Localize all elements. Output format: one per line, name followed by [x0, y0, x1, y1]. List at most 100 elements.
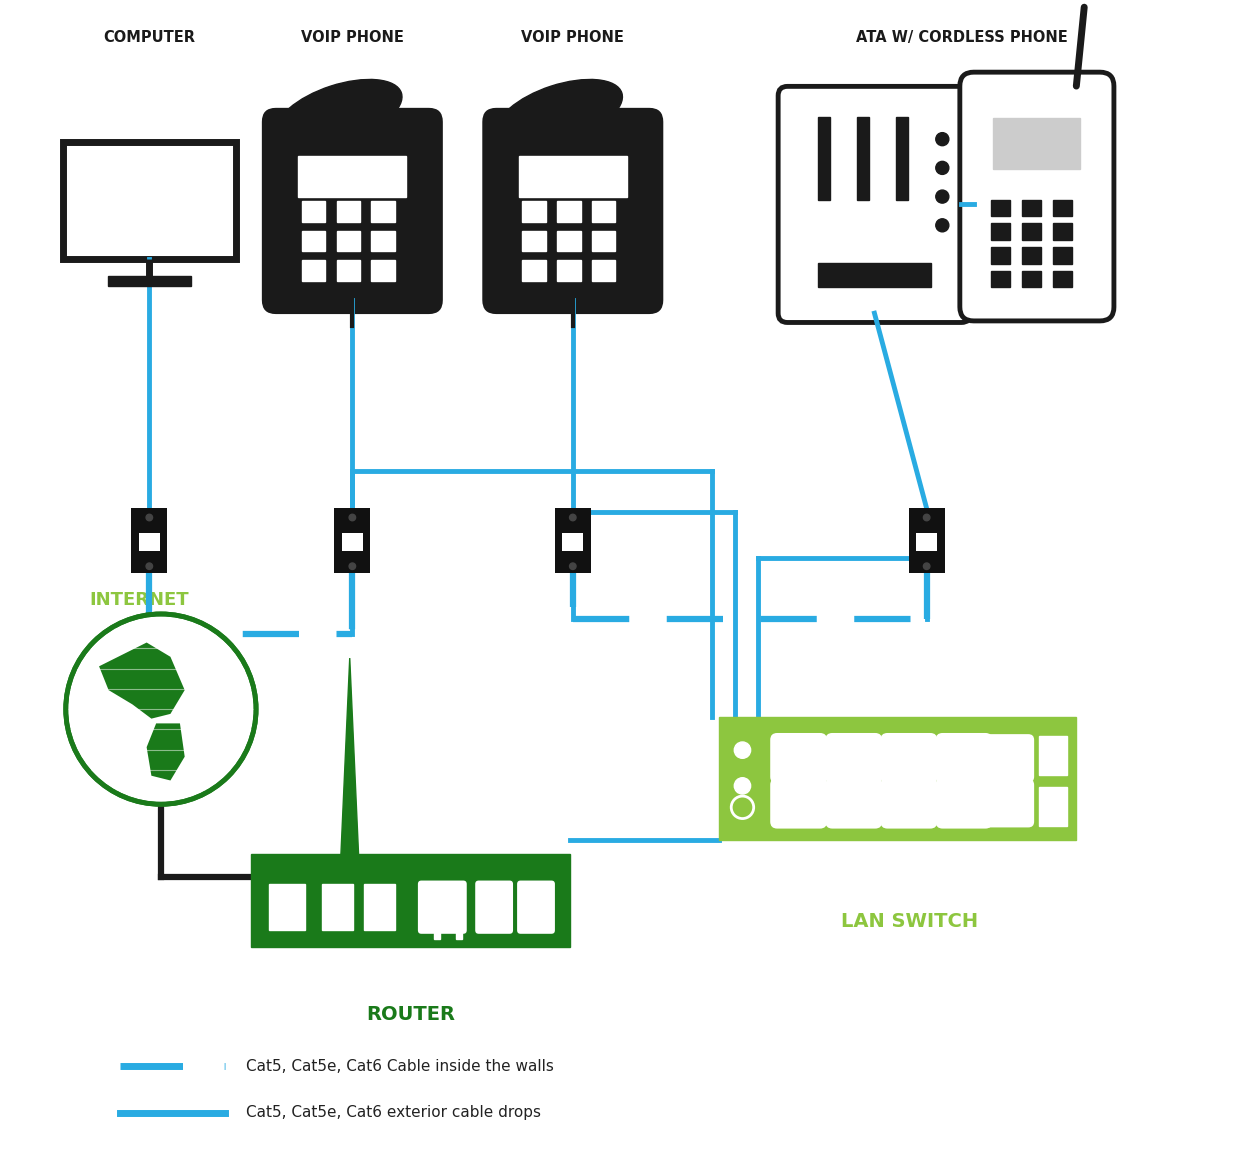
FancyBboxPatch shape	[518, 880, 555, 934]
Bar	[818, 263, 931, 287]
Bar	[522, 201, 546, 222]
FancyBboxPatch shape	[935, 733, 992, 784]
FancyBboxPatch shape	[935, 778, 992, 828]
Bar	[250, 855, 570, 947]
FancyBboxPatch shape	[916, 534, 938, 551]
Polygon shape	[146, 723, 185, 780]
FancyBboxPatch shape	[482, 108, 664, 314]
Bar	[1022, 223, 1041, 240]
FancyBboxPatch shape	[555, 508, 591, 573]
FancyBboxPatch shape	[984, 779, 1034, 827]
Bar	[1052, 247, 1071, 264]
Bar	[302, 261, 325, 281]
FancyBboxPatch shape	[825, 778, 882, 828]
Circle shape	[146, 514, 152, 521]
FancyBboxPatch shape	[880, 733, 938, 784]
Bar	[991, 247, 1010, 264]
Text: ROUTER: ROUTER	[366, 1005, 455, 1023]
Bar	[719, 718, 1076, 840]
Bar	[896, 117, 909, 200]
Bar	[994, 117, 1080, 169]
Polygon shape	[341, 658, 359, 855]
Bar	[302, 230, 325, 251]
Circle shape	[570, 563, 576, 570]
Text: VOIP PHONE: VOIP PHONE	[301, 30, 404, 45]
Bar	[434, 928, 440, 940]
FancyBboxPatch shape	[139, 534, 160, 551]
Circle shape	[936, 162, 949, 174]
Bar	[991, 271, 1010, 287]
Text: Cat5, Cat5e, Cat6 exterior cable drops: Cat5, Cat5e, Cat6 exterior cable drops	[245, 1105, 540, 1120]
Bar	[991, 200, 1010, 216]
Bar	[1039, 787, 1068, 826]
Circle shape	[349, 514, 355, 521]
Bar	[302, 201, 325, 222]
FancyBboxPatch shape	[261, 108, 442, 314]
Bar	[364, 884, 395, 930]
Ellipse shape	[276, 79, 402, 147]
FancyBboxPatch shape	[779, 86, 971, 322]
Bar	[322, 884, 352, 930]
Circle shape	[936, 190, 949, 204]
Bar	[592, 201, 615, 222]
Circle shape	[734, 742, 751, 758]
Bar	[371, 201, 395, 222]
Bar	[455, 928, 462, 940]
Bar	[107, 276, 191, 286]
Bar	[336, 230, 360, 251]
Text: COMPUTER: COMPUTER	[104, 30, 195, 45]
FancyBboxPatch shape	[880, 778, 938, 828]
Bar	[1052, 200, 1071, 216]
Circle shape	[66, 614, 256, 805]
Ellipse shape	[498, 79, 622, 147]
Text: VOIP PHONE: VOIP PHONE	[521, 30, 624, 45]
Bar	[522, 230, 546, 251]
Circle shape	[570, 514, 576, 521]
Bar	[269, 884, 305, 930]
Bar	[592, 230, 615, 251]
Text: INTERNET: INTERNET	[89, 591, 189, 609]
Bar	[858, 117, 869, 200]
Bar	[522, 261, 546, 281]
FancyBboxPatch shape	[418, 880, 466, 934]
Circle shape	[349, 563, 355, 570]
FancyBboxPatch shape	[475, 880, 512, 934]
FancyBboxPatch shape	[62, 142, 236, 258]
FancyBboxPatch shape	[960, 72, 1114, 321]
Circle shape	[924, 514, 930, 521]
Bar	[336, 261, 360, 281]
Bar	[1052, 271, 1071, 287]
Bar	[299, 156, 406, 198]
Circle shape	[936, 219, 949, 231]
Bar	[336, 201, 360, 222]
Bar	[558, 230, 580, 251]
FancyBboxPatch shape	[825, 733, 882, 784]
FancyBboxPatch shape	[770, 778, 828, 828]
Circle shape	[146, 563, 152, 570]
Bar	[558, 201, 580, 222]
FancyBboxPatch shape	[131, 508, 168, 573]
Text: ATA W/ CORDLESS PHONE: ATA W/ CORDLESS PHONE	[855, 30, 1068, 45]
Bar	[1022, 200, 1041, 216]
Circle shape	[734, 778, 751, 794]
FancyBboxPatch shape	[770, 733, 828, 784]
FancyBboxPatch shape	[909, 508, 945, 573]
Bar	[991, 223, 1010, 240]
Bar	[371, 230, 395, 251]
Bar	[1039, 736, 1068, 775]
FancyBboxPatch shape	[562, 534, 584, 551]
Bar	[818, 117, 830, 200]
Text: LAN SWITCH: LAN SWITCH	[841, 912, 978, 932]
Circle shape	[924, 563, 930, 570]
FancyBboxPatch shape	[335, 508, 370, 573]
Bar	[1022, 271, 1041, 287]
Bar	[1052, 223, 1071, 240]
Bar	[558, 261, 580, 281]
Bar	[371, 261, 395, 281]
Bar	[1022, 247, 1041, 264]
Bar	[519, 156, 626, 198]
Text: Cat5, Cat5e, Cat6 Cable inside the walls: Cat5, Cat5e, Cat6 Cable inside the walls	[245, 1059, 554, 1073]
Circle shape	[936, 133, 949, 145]
Polygon shape	[99, 642, 185, 719]
Bar	[592, 261, 615, 281]
